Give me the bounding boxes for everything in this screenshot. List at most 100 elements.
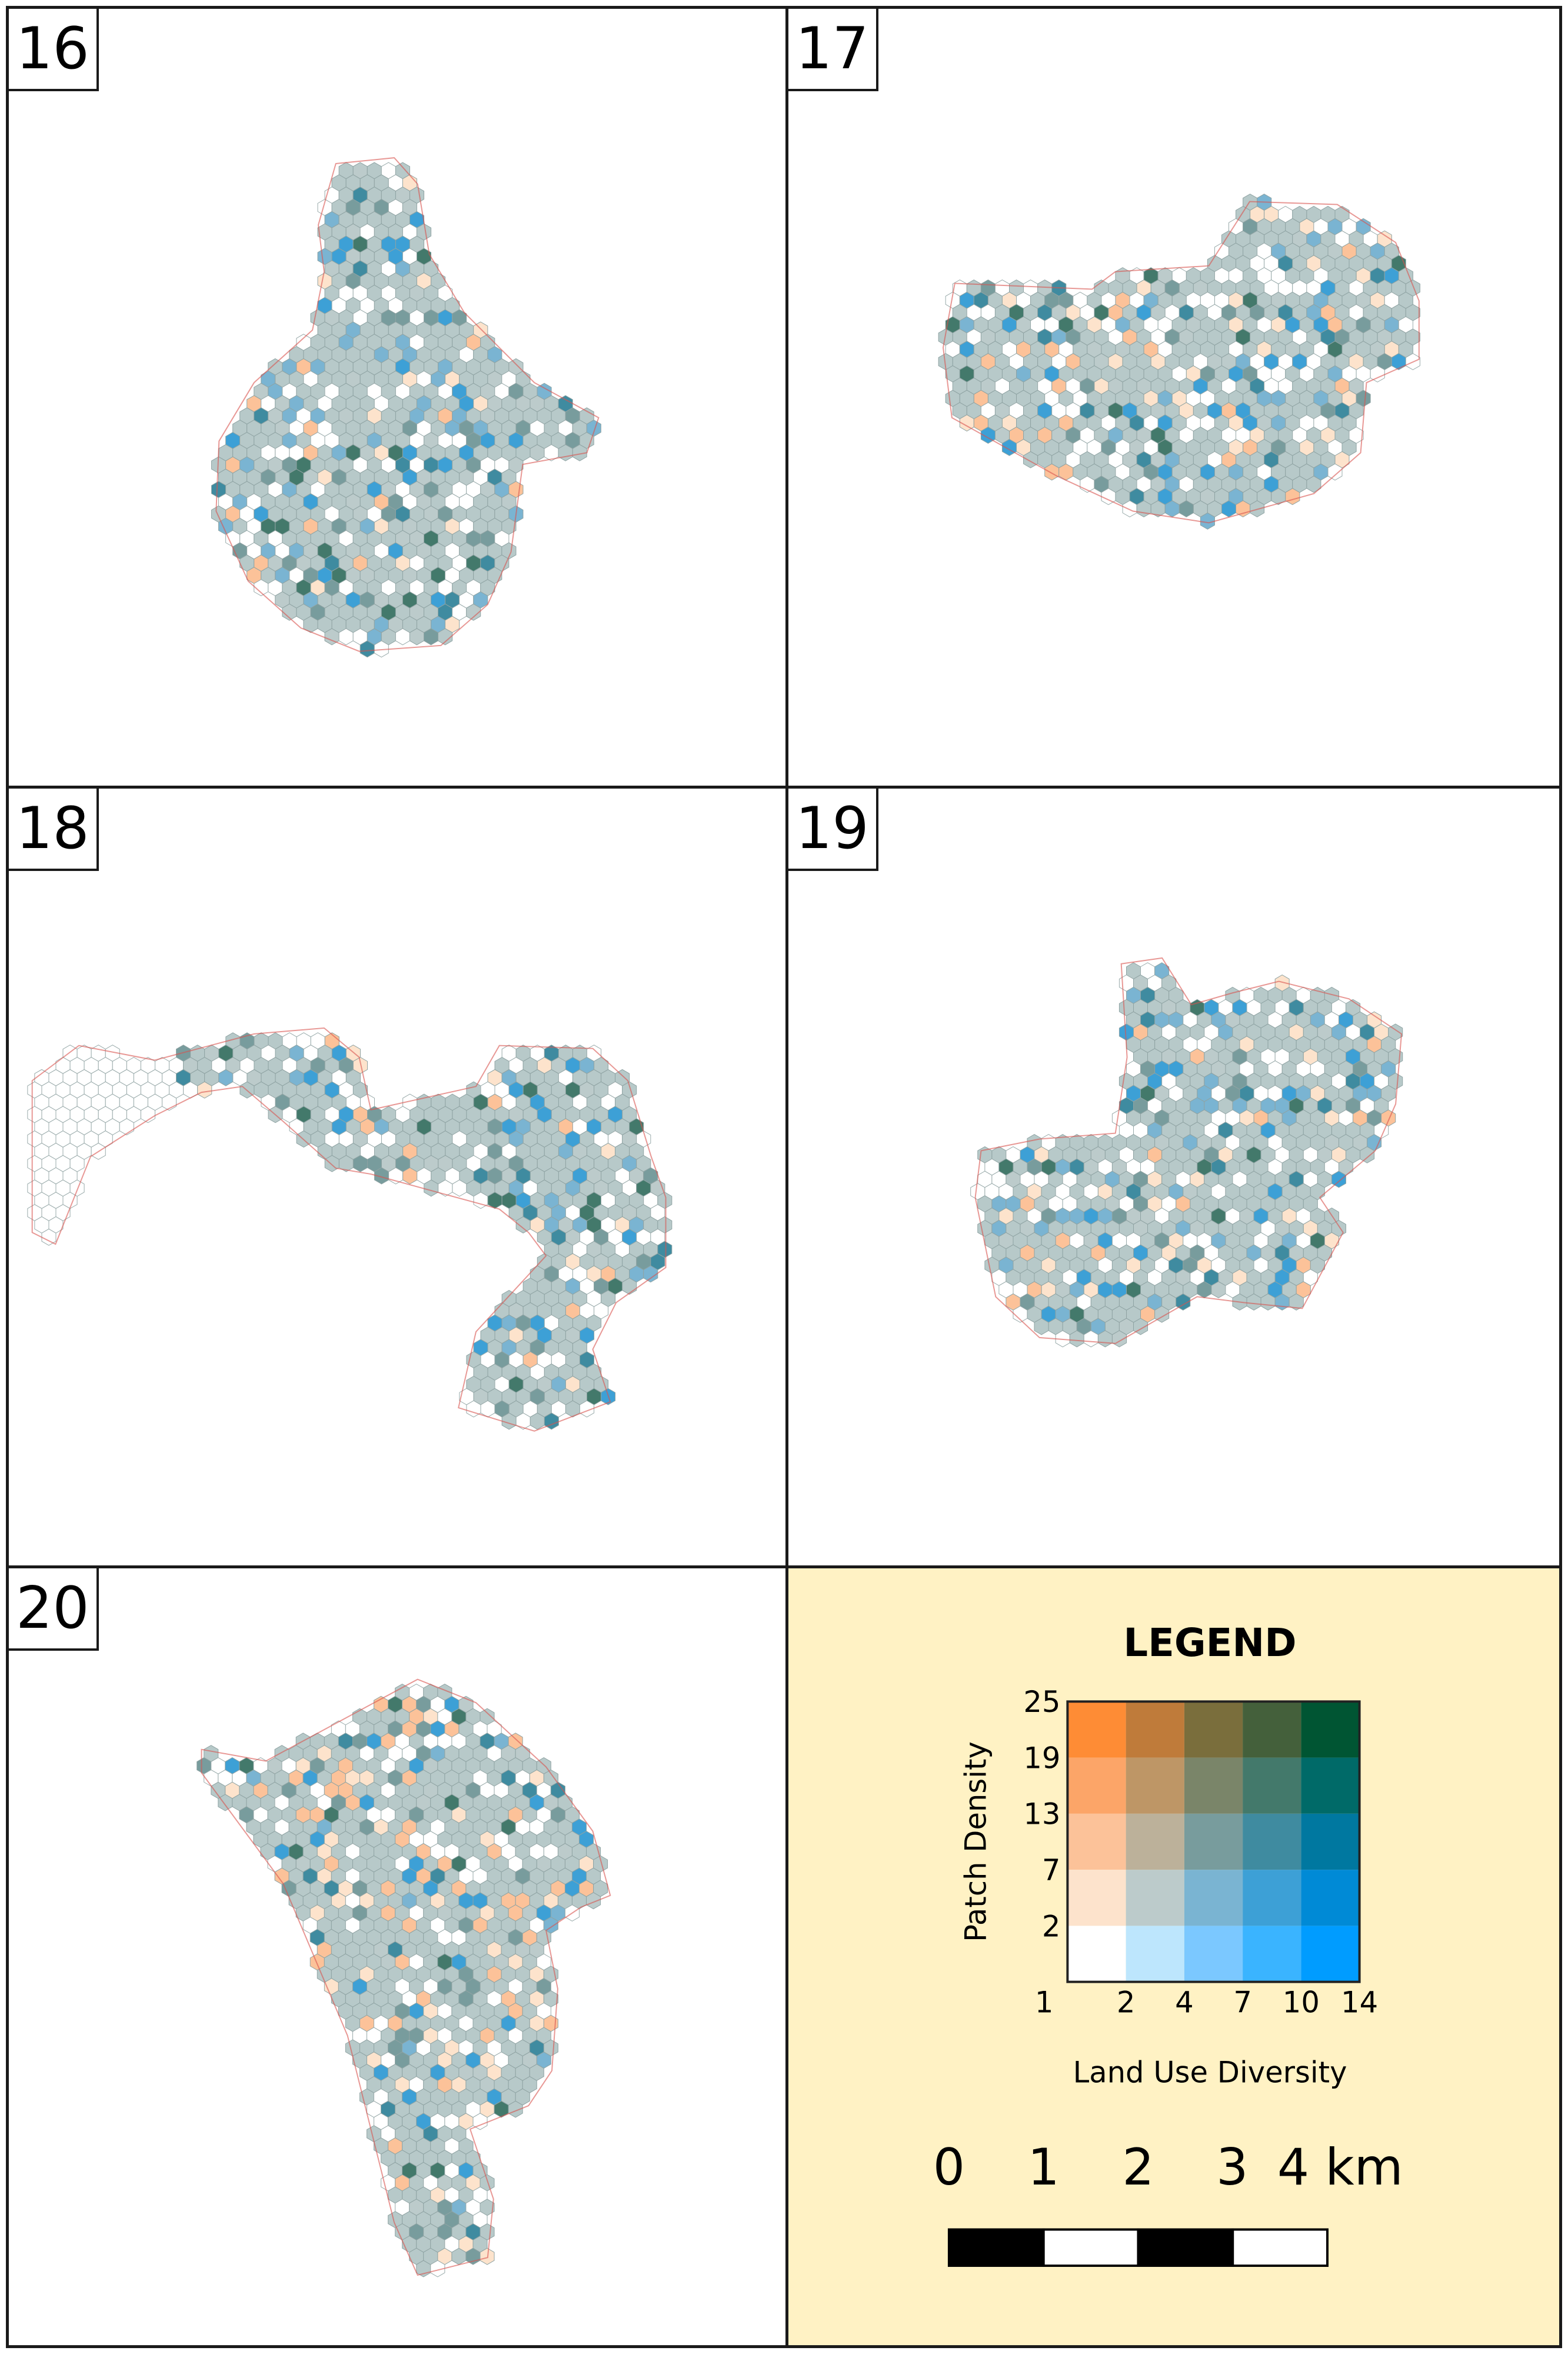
hex-cell [1370, 365, 1385, 383]
legend-y-tick: 2 [1042, 1909, 1061, 1943]
legend-y-tick: 13 [1023, 1797, 1060, 1831]
hex-cell [41, 1228, 56, 1246]
hex-cell [374, 640, 389, 658]
legend-cell-r2-c0 [1067, 1813, 1126, 1870]
hex-cell [140, 1106, 156, 1123]
hex-cell [643, 1265, 658, 1283]
map-19-hexgrid [970, 957, 1403, 1348]
scale-label: 3 [1216, 2139, 1248, 2197]
legend-cell-r0-c4 [1301, 1701, 1360, 1758]
legend-cell-r1-c1 [1126, 1757, 1184, 1814]
legend-cell-r0-c0 [1067, 1701, 1126, 1758]
map-16-hexgrid [211, 157, 601, 658]
legend-cell-r3-c3 [1243, 1870, 1301, 1926]
legend-cell-r2-c1 [1126, 1813, 1184, 1870]
hex-cell [1176, 1293, 1191, 1311]
hex-cell [430, 2260, 445, 2277]
map-18-svg [27, 1027, 673, 1432]
scale-bar-labels: 0 1 2 3 4 km [933, 2139, 1403, 2197]
map-panel-16: 16 [6, 6, 788, 789]
scale-segment-white [1042, 2228, 1140, 2267]
hex-cell [438, 628, 453, 646]
district-boundary [201, 1678, 611, 2276]
map-20-svg [197, 1678, 611, 2277]
legend-title: LEGEND [1123, 1621, 1296, 1665]
legend-cell-r4-c1 [1126, 1926, 1184, 1982]
map-16-svg [211, 157, 601, 658]
hex-cell [1200, 512, 1215, 530]
legend-cell-r0-c2 [1184, 1701, 1243, 1758]
hex-cell [508, 2100, 523, 2118]
district-boundary [215, 157, 600, 652]
legend-x-tick: 14 [1341, 1985, 1378, 2019]
legend-cell-r3-c0 [1067, 1870, 1126, 1926]
legend-x-tick: 1 [1035, 1985, 1054, 2019]
map-panel-17: 17 [785, 6, 1562, 789]
hex-cell [1360, 1146, 1375, 1163]
map-20-hexgrid [197, 1678, 611, 2277]
district-boundary [31, 1027, 667, 1432]
legend-y-tick: 19 [1023, 1741, 1060, 1775]
scale-segment-black [947, 2228, 1045, 2267]
map-19-svg [970, 957, 1403, 1348]
legend-cell-r1-c3 [1243, 1757, 1301, 1814]
legend-panel: LEGEND 25 19 13 7 2 1 2 4 7 10 14 Patch Density L… [785, 1565, 1562, 2348]
hex-cell [586, 1892, 601, 1910]
hex-cell [572, 444, 587, 461]
legend-cell-r0-c3 [1243, 1701, 1301, 1758]
scale-segment-black [1137, 2228, 1234, 2267]
map-panel-19: 19 [785, 786, 1562, 1568]
panel-label-18: 18 [9, 789, 99, 871]
legend-x-axis-label: Land Use Diversity [1073, 2055, 1347, 2089]
legend-x-tick: 10 [1283, 1985, 1320, 2019]
legend-x-tick: 4 [1175, 1985, 1194, 2019]
hex-cell [1327, 463, 1343, 481]
map-panel-18: 18 [6, 786, 788, 1568]
legend-cell-r1-c4 [1301, 1757, 1360, 1814]
legend-x-tick: 2 [1117, 1985, 1136, 2019]
legend-y-tick: 25 [1023, 1685, 1060, 1719]
scale-label: 0 [933, 2139, 965, 2197]
scale-label: 2 [1122, 2139, 1154, 2197]
legend-y-ticks: 25 19 13 7 2 [1023, 1685, 1060, 1943]
legend-cell-r2-c2 [1184, 1813, 1243, 1870]
legend-cell-r4-c0 [1067, 1926, 1126, 1982]
scale-bar [947, 2228, 1329, 2267]
legend-grid-frame [1066, 1700, 1361, 1983]
panel-label-20: 20 [9, 1568, 99, 1651]
legend-cell-r3-c4 [1301, 1870, 1360, 1926]
scale-label: 4 km [1277, 2139, 1403, 2197]
panel-label-16: 16 [9, 9, 99, 91]
legend-cell-r1-c2 [1184, 1757, 1243, 1814]
legend-x-tick: 7 [1233, 1985, 1252, 2019]
hex-cell [197, 1081, 212, 1099]
legend-cell-r4-c4 [1301, 1926, 1360, 1982]
legend-cell-r3-c1 [1126, 1870, 1184, 1926]
legend-cell-r4-c3 [1243, 1926, 1301, 1982]
legend-color-grid [1067, 1701, 1360, 1982]
map-18-hexgrid [27, 1027, 673, 1432]
panel-label-17: 17 [788, 9, 878, 91]
map-17-svg [938, 194, 1420, 530]
legend-cell-r2-c4 [1301, 1813, 1360, 1870]
hex-cell [472, 2113, 488, 2130]
district-boundary [942, 201, 1420, 524]
hex-cell [1289, 1293, 1304, 1311]
hex-cell [579, 1400, 595, 1418]
scale-segment-white [1231, 2228, 1329, 2267]
legend-x-ticks: 1 2 4 7 10 14 [1035, 1985, 1378, 2019]
legend-y-tick: 7 [1042, 1853, 1061, 1887]
scale-label: 1 [1028, 2139, 1060, 2197]
hex-cell [466, 603, 481, 621]
legend-cell-r4-c2 [1184, 1926, 1243, 1982]
legend-cell-r0-c1 [1126, 1701, 1184, 1758]
panel-label-19: 19 [788, 789, 878, 871]
legend-cell-r3-c2 [1184, 1870, 1243, 1926]
legend-y-axis-label: Patch Density [958, 1741, 993, 1942]
map-panel-20: 20 [6, 1565, 788, 2348]
map-17-hexgrid [938, 194, 1420, 530]
hex-cell [1306, 476, 1321, 493]
district-boundary [974, 957, 1403, 1344]
